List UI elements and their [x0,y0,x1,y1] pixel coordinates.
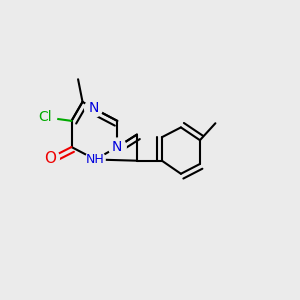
Text: NH: NH [86,153,105,166]
Circle shape [85,100,102,117]
Text: Cl: Cl [39,110,52,124]
Circle shape [40,148,59,167]
Circle shape [34,106,57,129]
Text: N: N [112,140,122,154]
Text: O: O [44,151,56,166]
Circle shape [85,150,105,169]
Text: N: N [88,101,99,116]
Circle shape [108,138,126,156]
